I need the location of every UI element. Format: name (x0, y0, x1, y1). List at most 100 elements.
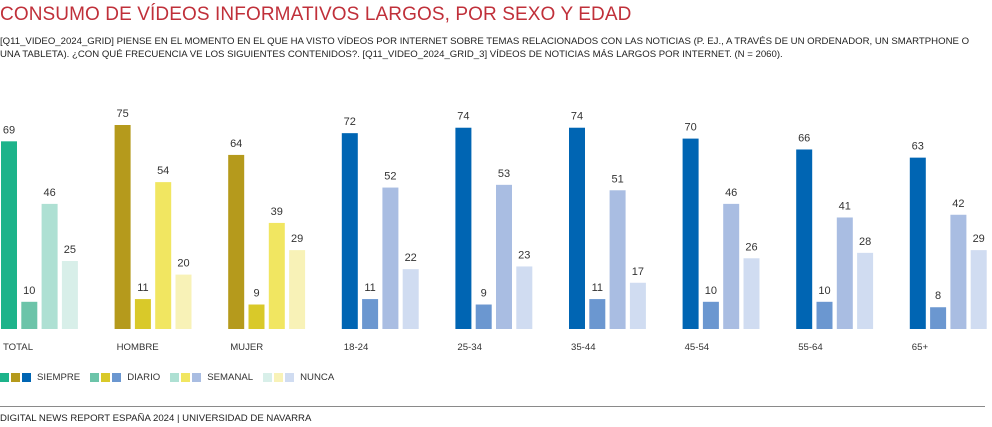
bar-55-64-diario (816, 301, 833, 329)
bar-35-44-siempre (569, 127, 585, 329)
bar-total-diario (21, 301, 38, 329)
data-label-hombre-nunca: 20 (177, 258, 189, 270)
legend-swatch-siempre-sexo (11, 373, 20, 382)
data-label-25-34-semanal: 53 (498, 168, 510, 180)
data-label-35-44-siempre: 74 (571, 111, 583, 123)
data-label-total-semanal: 46 (43, 187, 55, 199)
bar-25-34-siempre (455, 127, 472, 329)
data-label-45-54-semanal: 46 (725, 187, 737, 199)
category-label-total: TOTAL (3, 342, 34, 353)
data-label-18-24-siempre: 72 (344, 116, 356, 128)
data-label-65-plus-siempre: 63 (912, 141, 924, 153)
data-label-55-64-nunca: 28 (859, 236, 871, 248)
data-label-mujer-diario: 9 (253, 288, 259, 300)
legend-swatch-diario-edad (112, 373, 122, 382)
bar-65-plus-siempre (909, 157, 926, 329)
bar-65-plus-semanal (950, 214, 967, 329)
data-label-total-diario: 10 (23, 285, 35, 297)
data-label-65-plus-nunca: 29 (973, 233, 985, 245)
data-label-65-plus-diario: 8 (935, 290, 941, 302)
legend-swatch-nunca-sexo (274, 373, 284, 382)
data-label-35-44-nunca: 17 (632, 266, 644, 278)
chart-title: CONSUMO DE VÍDEOS INFORMATIVOS LARGOS, P… (0, 4, 632, 25)
bar-55-64-siempre (796, 149, 813, 329)
legend-swatch-siempre-total (0, 373, 9, 382)
data-label-25-34-siempre: 74 (457, 111, 469, 123)
bar-total-nunca (61, 261, 78, 329)
bar-mujer-diario (248, 304, 265, 329)
legend-swatch-semanal-total (170, 373, 180, 382)
bar-total-siempre (1, 141, 17, 329)
bar-65-plus-diario (930, 307, 947, 329)
data-label-hombre-semanal: 54 (157, 165, 169, 177)
data-label-35-44-semanal: 51 (611, 173, 623, 185)
bar-55-64-semanal (836, 217, 853, 329)
data-label-hombre-diario: 11 (137, 282, 148, 294)
bar-25-34-semanal (496, 184, 512, 329)
category-label-mujer: MUJER (230, 342, 263, 353)
bar-hombre-nunca (175, 274, 192, 329)
bar-45-54-semanal (723, 203, 740, 329)
legend-item-semanal: SEMANAL (170, 372, 253, 383)
data-label-18-24-semanal: 52 (384, 171, 396, 183)
bar-18-24-siempre (341, 133, 358, 329)
data-label-mujer-semanal: 39 (271, 206, 283, 218)
legend: SIEMPRE DIARIO SEMANAL NUNCA (0, 372, 344, 383)
legend-swatch-semanal-edad (192, 373, 202, 382)
data-label-18-24-diario: 11 (364, 282, 375, 294)
bar-mujer-nunca (289, 250, 306, 329)
bar-35-44-semanal (609, 190, 626, 329)
bar-45-54-diario (702, 301, 719, 329)
legend-label-siempre: SIEMPRE (37, 372, 81, 383)
bar-hombre-diario (134, 299, 151, 329)
data-label-total-nunca: 25 (64, 244, 76, 256)
legend-swatch-semanal-sexo (181, 373, 191, 382)
legend-label-semanal: SEMANAL (207, 372, 254, 383)
category-label-25-34: 25-34 (457, 342, 482, 353)
data-label-mujer-nunca: 29 (291, 233, 303, 245)
legend-swatch-nunca-edad (285, 373, 295, 382)
data-label-35-44-diario: 11 (592, 282, 603, 294)
category-label-18-24: 18-24 (344, 342, 369, 353)
data-label-total-siempre: 69 (3, 124, 15, 136)
legend-item-siempre: SIEMPRE (0, 372, 80, 383)
category-label-55-64: 55-64 (798, 342, 823, 353)
data-label-hombre-siempre: 75 (116, 108, 128, 120)
bar-18-24-semanal (382, 187, 399, 329)
bar-35-44-diario (589, 299, 606, 329)
bar-hombre-siempre (114, 125, 131, 329)
legend-item-nunca: NUNCA (263, 372, 334, 383)
legend-swatch-siempre-edad (22, 373, 31, 382)
data-label-55-64-diario: 10 (818, 285, 830, 297)
category-label-45-54: 45-54 (685, 342, 710, 353)
data-label-25-34-nunca: 23 (518, 249, 530, 261)
category-label-35-44: 35-44 (571, 342, 596, 353)
legend-swatch-diario-total (90, 373, 100, 382)
data-label-18-24-nunca: 22 (405, 252, 417, 264)
bar-65-plus-nunca (970, 250, 987, 329)
legend-label-nunca: NUNCA (300, 372, 335, 383)
legend-item-diario: DIARIO (90, 372, 160, 383)
data-label-45-54-diario: 10 (705, 285, 717, 297)
category-label-hombre: HOMBRE (117, 342, 159, 353)
bar-45-54-siempre (682, 138, 699, 329)
bar-25-34-nunca (516, 266, 533, 329)
legend-label-diario: DIARIO (127, 372, 161, 383)
bar-hombre-semanal (155, 182, 172, 329)
chart-subtitle: [Q11_VIDEO_2024_GRID] PIENSE EN EL MOMEN… (0, 36, 970, 60)
data-label-45-54-siempre: 70 (684, 122, 696, 134)
bar-18-24-nunca (402, 269, 419, 329)
category-label-65-plus: 65+ (912, 342, 929, 353)
bar-55-64-nunca (857, 252, 874, 329)
bar-45-54-nunca (743, 258, 760, 329)
footer-source: DIGITAL NEWS REPORT ESPAÑA 2024 | UNIVER… (0, 413, 312, 424)
footer-divider (0, 406, 985, 407)
bar-35-44-nunca (629, 282, 646, 329)
data-label-65-plus-semanal: 42 (952, 198, 964, 210)
bar-18-24-diario (362, 299, 379, 329)
data-label-25-34-diario: 9 (481, 288, 487, 300)
legend-swatch-nunca-total (263, 373, 273, 382)
bar-25-34-diario (475, 304, 492, 329)
bar-mujer-siempre (228, 154, 245, 329)
data-label-55-64-siempre: 66 (798, 132, 810, 144)
